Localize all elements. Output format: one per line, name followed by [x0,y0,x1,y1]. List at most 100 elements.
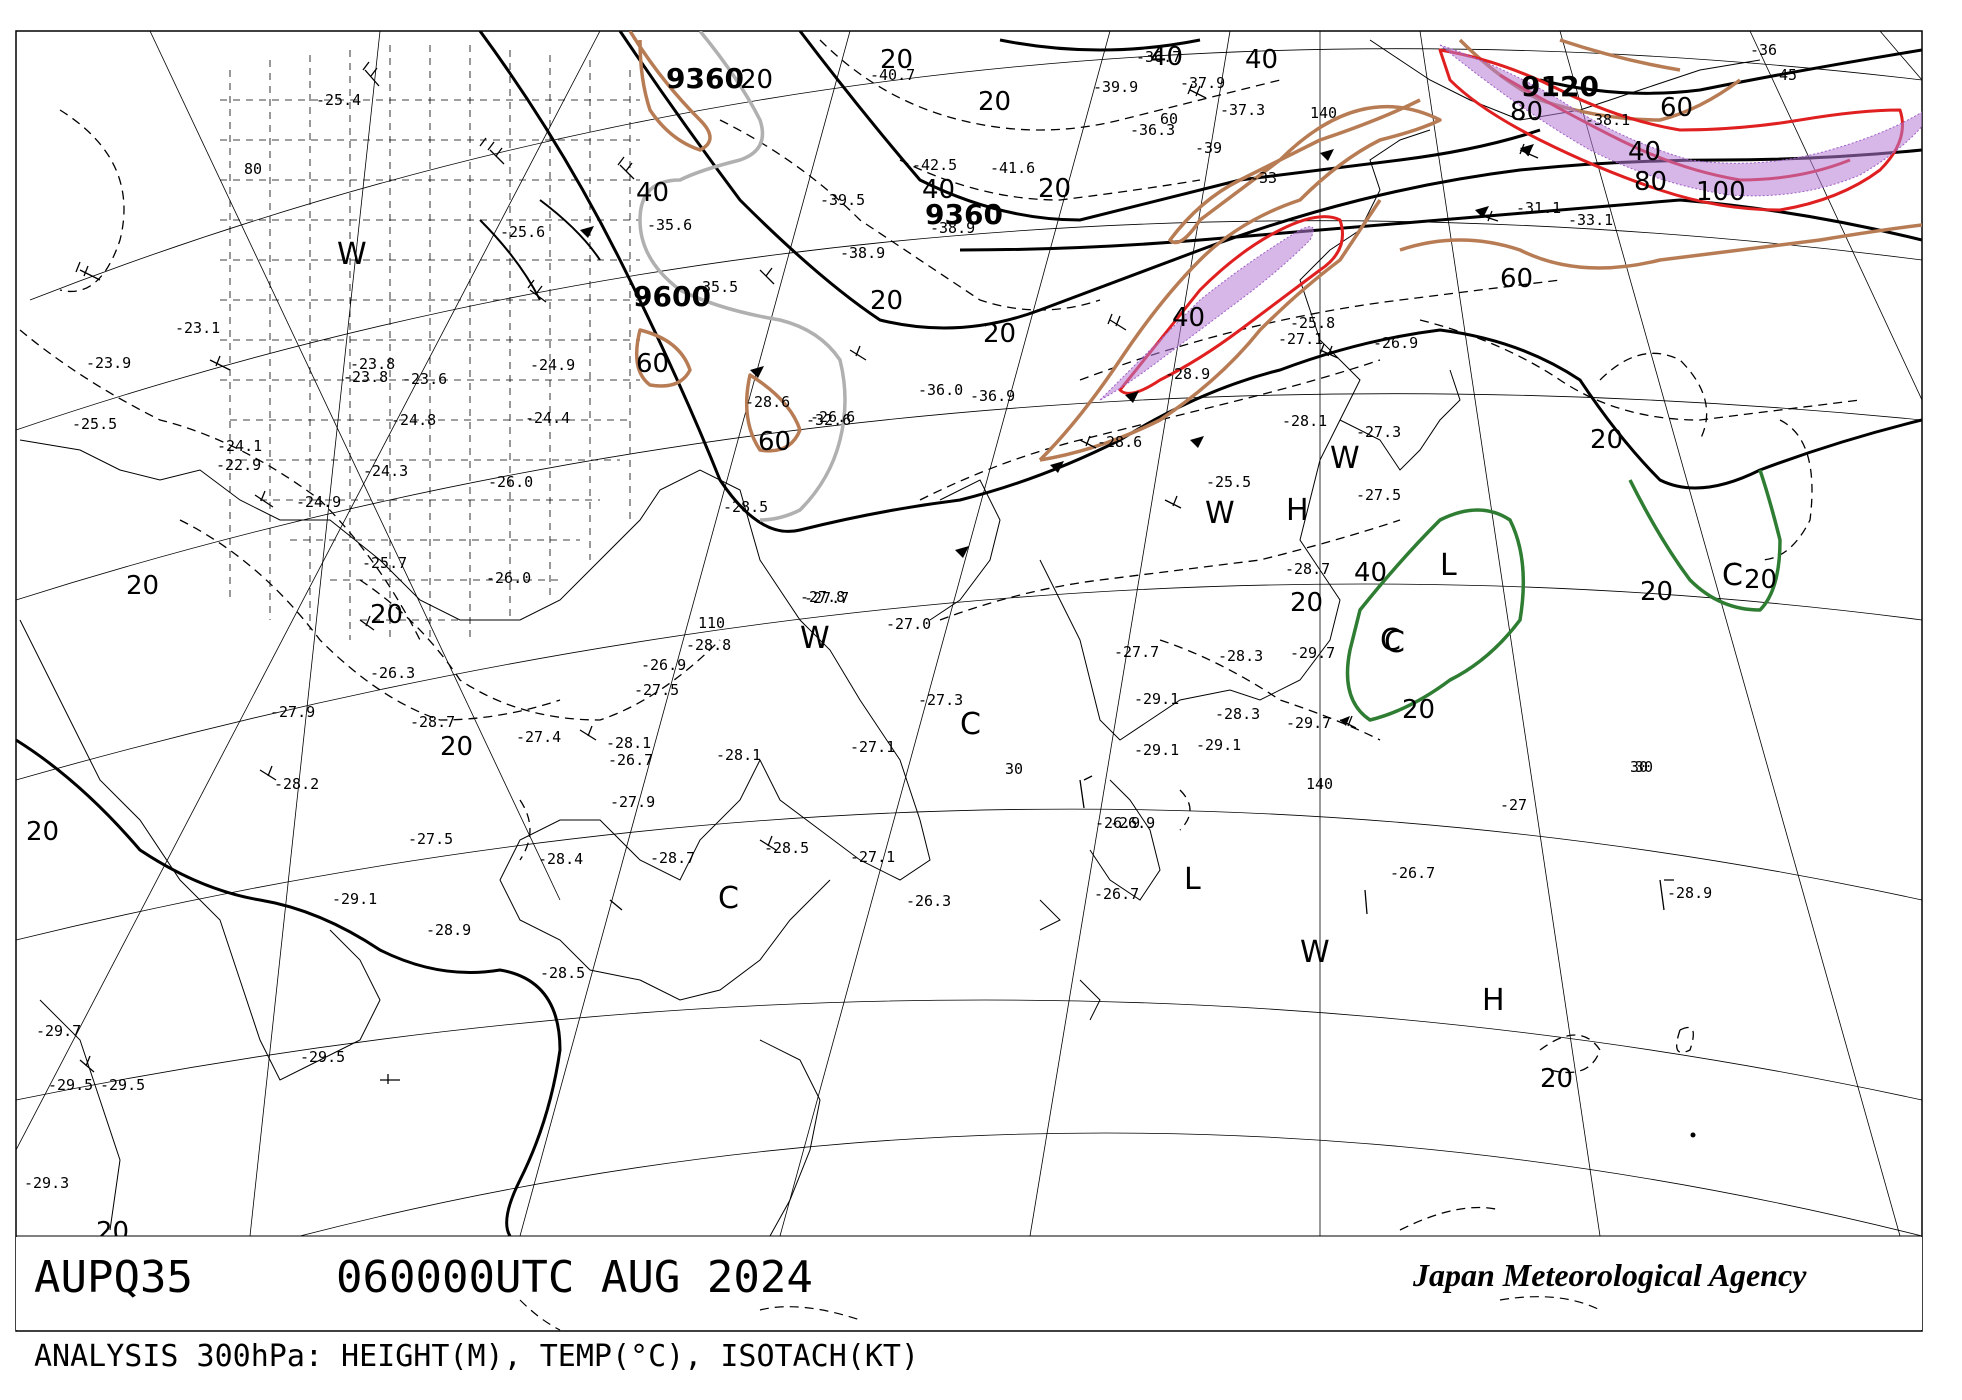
temperature-value: -27.7 [804,589,849,607]
temperature-value: -23.1 [175,319,220,337]
air-mass-marker: W [800,621,830,656]
isotach-label: 60 [1660,93,1693,123]
temperature-value: -37.3 [1220,101,1265,119]
isotach-label: 20 [26,817,59,847]
temperature-value: -28.3 [1218,647,1263,665]
temperature-value: -28.5 [540,964,585,982]
temperature-value: -28.2 [274,775,319,793]
isotach-label: 60 [1500,264,1533,294]
temperature-label-layer: -23.1 -23.9 -25.5 -24.1-22.9 -24.3 -24.9 -23.6… [24,48,1712,1192]
air-mass-marker: W [1300,935,1330,970]
height-contour-label: 9360 [666,62,744,95]
graticule-label: 60 [1160,110,1178,128]
temperature-value: -26.9 [1110,814,1155,832]
isotach-label: 20 [126,571,159,601]
temperature-value: -25.5 [72,415,117,433]
temperature-value: -27.9 [270,703,315,721]
temperature-value: -29.7 [36,1022,81,1040]
temperature-value: -27.3 [918,691,963,709]
temperature-value: -28.7 [1285,560,1330,578]
temperature-value: -28.1 [716,746,761,764]
temperature-value: -27.1 [850,738,895,756]
temperature-value: -27.5 [634,681,679,699]
temperature-value: -28.6 [1097,433,1142,451]
temperature-value: -26.7 [608,751,653,769]
temperature-value: -27.0 [886,615,931,633]
isotach-label: 40 [1245,45,1278,75]
temperature-value: -39.9 [1093,78,1138,96]
temperature-value: -29.7 [1290,644,1335,662]
graticule-label: 30 [1635,758,1653,776]
temperature-value: -36.3 [1130,121,1175,139]
temperature-value: -24.9 [296,493,341,511]
isotach-label: 40 [1628,137,1661,167]
isotach-label: 20 [978,87,1011,117]
jet-core-shading [1099,44,1922,401]
temperature-value: -29.1 [332,890,377,908]
temperature-value: -40.7 [870,66,915,84]
pressure-center-marker: H [1482,983,1505,1018]
isotach-40kt-gray [638,31,847,522]
analysis-description: ANALYSIS 300hPa: HEIGHT(M), TEMP(°C), IS… [34,1339,919,1374]
air-mass-marker: C [960,707,981,742]
agency-name: Japan Meteorological Agency [1412,1257,1807,1293]
temperature-value: -28.8 [686,636,731,654]
isotach-label: 20 [1290,588,1323,618]
temperature-value: -28.1 [606,734,651,752]
dew-depression-value: -39 [1195,139,1222,157]
isotach-label-layer: 20 20 20 20 20 20 20 20 20 20 20 20 20 20 20 20 20 40 40 40… [26,42,1777,1236]
temperature-value: -27.3 [1356,423,1401,441]
graticule-label: 140 [1306,775,1333,793]
temperature-value: -24.1 [217,437,262,455]
temperature-value: -28.6 [745,393,790,411]
temperature-value: -26.3 [906,892,951,910]
temperature-value: -29.3 [24,1174,69,1192]
temperature-value: -25.6 [500,223,545,241]
pressure-center-marker: L [1440,548,1457,583]
temperature-value: -27.1 [850,848,895,866]
temperature-value: -29.5 [300,1048,345,1066]
isotach-label: 40 [1172,303,1205,333]
temperature-value: -28.3 [1215,705,1260,723]
isotach-label: 60 [636,349,669,379]
temperature-value: -42.5 [912,156,957,174]
temperature-value: -36.0 [918,381,963,399]
temperature-value: -26.7 [1094,885,1139,903]
temperature-value: -38.9 [930,219,975,237]
isotach-label: 20 [880,45,913,75]
temperature-value: -28.9 [1667,884,1712,902]
temperature-value: -39.5 [820,191,865,209]
temperature-value: -29.1 [1196,736,1241,754]
temperature-value: -28.5 [723,498,768,516]
isotach-label: 20 [983,319,1016,349]
temperature-value: -26.6 [810,408,855,426]
isotach-label: 80 [1510,97,1543,127]
air-mass-marker: W [337,237,367,272]
temperature-value: -35.6 [647,216,692,234]
temperature-value: -28.1 [1282,412,1327,430]
isotach-label: 20 [1640,577,1673,607]
temperature-value: -22.9 [216,456,261,474]
header-band-traces [519,1296,1601,1331]
temperature-value: -25.8 [1290,314,1335,332]
temperature-value: -38.1 [1585,111,1630,129]
air-mass-marker: C [1722,558,1743,593]
temperature-value: -35.5 [693,278,738,296]
pressure-center-marker: H [1286,493,1309,528]
isotach-label: 20 [1038,174,1071,204]
isotach-label: 20 [1590,425,1623,455]
isotach-label: 20 [1744,565,1777,595]
temperature-value: -28.7 [650,849,695,867]
height-contour-label: 9600 [633,280,711,313]
latitude-lines [16,48,1922,1236]
isotach-label: 100 [1696,177,1746,207]
isotach-label: 40 [636,178,669,208]
temperature-value: -28.5 [764,839,809,857]
air-mass-marker: W [1330,441,1360,476]
temperature-value: -37.9 [1180,74,1225,92]
graticule-label: 110 [698,614,725,632]
isotach-label: 20 [440,732,473,762]
masked-terrain-grid [220,45,640,640]
dew-depression-value: -45 [1770,66,1797,84]
